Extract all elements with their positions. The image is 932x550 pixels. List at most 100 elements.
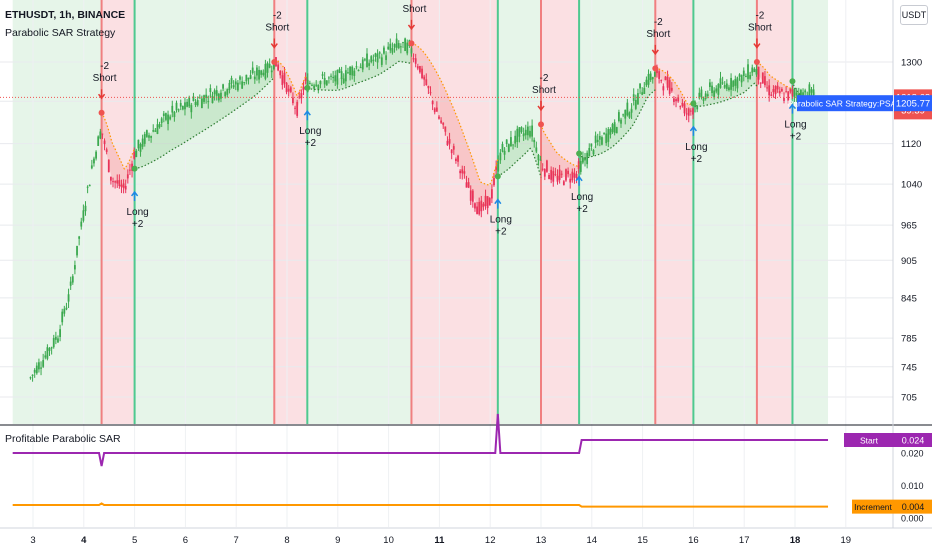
long-fill bbox=[307, 45, 412, 91]
sar-up-line bbox=[307, 60, 412, 91]
candle-body bbox=[560, 173, 563, 175]
signal-qty: +2 bbox=[132, 219, 144, 230]
candle-body bbox=[355, 66, 358, 68]
candle-body bbox=[50, 347, 53, 349]
currency-button[interactable]: USDT bbox=[900, 5, 928, 25]
candle-body bbox=[114, 181, 117, 183]
candle-body bbox=[59, 329, 61, 337]
candle-body bbox=[677, 97, 680, 102]
candle-body bbox=[395, 38, 398, 48]
candle-body bbox=[294, 107, 296, 109]
candle-body bbox=[804, 90, 807, 93]
candle-body bbox=[344, 70, 347, 82]
candle-body bbox=[732, 80, 735, 87]
candle-body bbox=[546, 160, 548, 172]
long-fill bbox=[579, 75, 656, 170]
candle-body bbox=[262, 72, 265, 75]
long-fill bbox=[497, 129, 541, 178]
candle-body bbox=[222, 84, 224, 89]
candle-body bbox=[209, 88, 212, 92]
candle-body bbox=[658, 71, 661, 79]
candle-body bbox=[795, 92, 798, 96]
candle-body bbox=[162, 113, 165, 116]
candle-body bbox=[245, 74, 248, 82]
candle-body bbox=[448, 139, 451, 144]
candle-body bbox=[190, 105, 193, 113]
psar-label: Parabolic SAR Strategy:PSAR bbox=[788, 99, 903, 109]
candle-body bbox=[783, 97, 785, 101]
candle-body bbox=[357, 70, 360, 72]
candle-body bbox=[582, 157, 584, 163]
time-tick-label: 9 bbox=[335, 535, 340, 546]
candle-body bbox=[641, 92, 644, 95]
candle-body bbox=[35, 365, 38, 374]
candle-body bbox=[778, 90, 781, 94]
candle-body bbox=[653, 71, 656, 77]
candle-body bbox=[624, 109, 627, 119]
candle-body bbox=[558, 169, 561, 180]
candle-body bbox=[289, 87, 292, 92]
candle-body bbox=[700, 89, 703, 98]
candle-body bbox=[524, 129, 527, 136]
long-zone bbox=[497, 0, 541, 424]
candle-body bbox=[736, 77, 739, 89]
short-zone bbox=[756, 0, 793, 424]
time-tick-label: 14 bbox=[587, 535, 598, 546]
candle-body bbox=[264, 63, 267, 79]
candle-body bbox=[211, 95, 214, 104]
candle-body bbox=[510, 137, 512, 147]
candle-body bbox=[181, 105, 184, 110]
candle-body bbox=[156, 124, 159, 134]
candle-body bbox=[349, 66, 351, 76]
long-zone bbox=[693, 0, 757, 424]
candle-body bbox=[592, 149, 595, 155]
candle-body bbox=[226, 89, 229, 95]
candle-body bbox=[755, 69, 758, 75]
candle-body bbox=[270, 70, 273, 73]
candle-body bbox=[713, 90, 716, 98]
candle-body bbox=[740, 75, 743, 83]
candle-body bbox=[753, 68, 756, 73]
start-series-line bbox=[12, 413, 829, 467]
candle-body bbox=[573, 172, 576, 178]
increment-label: Increment bbox=[854, 502, 892, 512]
long-zone bbox=[579, 0, 656, 424]
short-zone bbox=[411, 0, 498, 424]
candle-body bbox=[65, 307, 68, 310]
candle-body bbox=[759, 82, 762, 84]
candle-body bbox=[465, 182, 468, 188]
sar-start-dot-long bbox=[789, 78, 796, 85]
candle-body bbox=[469, 190, 472, 201]
candle-body bbox=[723, 84, 726, 88]
signal-label: Short bbox=[403, 4, 427, 15]
signal-qty: +2 bbox=[691, 154, 703, 165]
candle-body bbox=[340, 71, 343, 80]
time-tick-label: 3 bbox=[30, 535, 35, 546]
sar-down-line bbox=[756, 61, 793, 90]
candle-body bbox=[812, 89, 815, 96]
candle-body bbox=[486, 196, 489, 209]
candle-body bbox=[266, 62, 269, 73]
signal-qty: -2 bbox=[410, 0, 419, 3]
candle-body bbox=[590, 143, 593, 147]
short-arrow-icon bbox=[537, 100, 545, 112]
candle-body bbox=[725, 83, 728, 89]
candle-body bbox=[406, 42, 409, 54]
candle-body bbox=[749, 75, 752, 79]
candle-body bbox=[605, 133, 608, 144]
candle-body bbox=[666, 76, 669, 88]
candle-body bbox=[501, 143, 504, 152]
start-value: 0.024 bbox=[902, 436, 925, 446]
signal-label: Short bbox=[646, 29, 670, 40]
candle-body bbox=[785, 91, 788, 93]
candle-body bbox=[647, 74, 650, 85]
candle-body bbox=[239, 76, 241, 80]
time-tick-label: 4 bbox=[81, 535, 87, 546]
candle-body bbox=[503, 150, 506, 155]
candle-body bbox=[649, 73, 652, 80]
price-tick-label: 845 bbox=[901, 293, 917, 304]
candle-body bbox=[681, 102, 684, 107]
candle-body bbox=[251, 67, 254, 74]
short-fill bbox=[541, 124, 580, 179]
